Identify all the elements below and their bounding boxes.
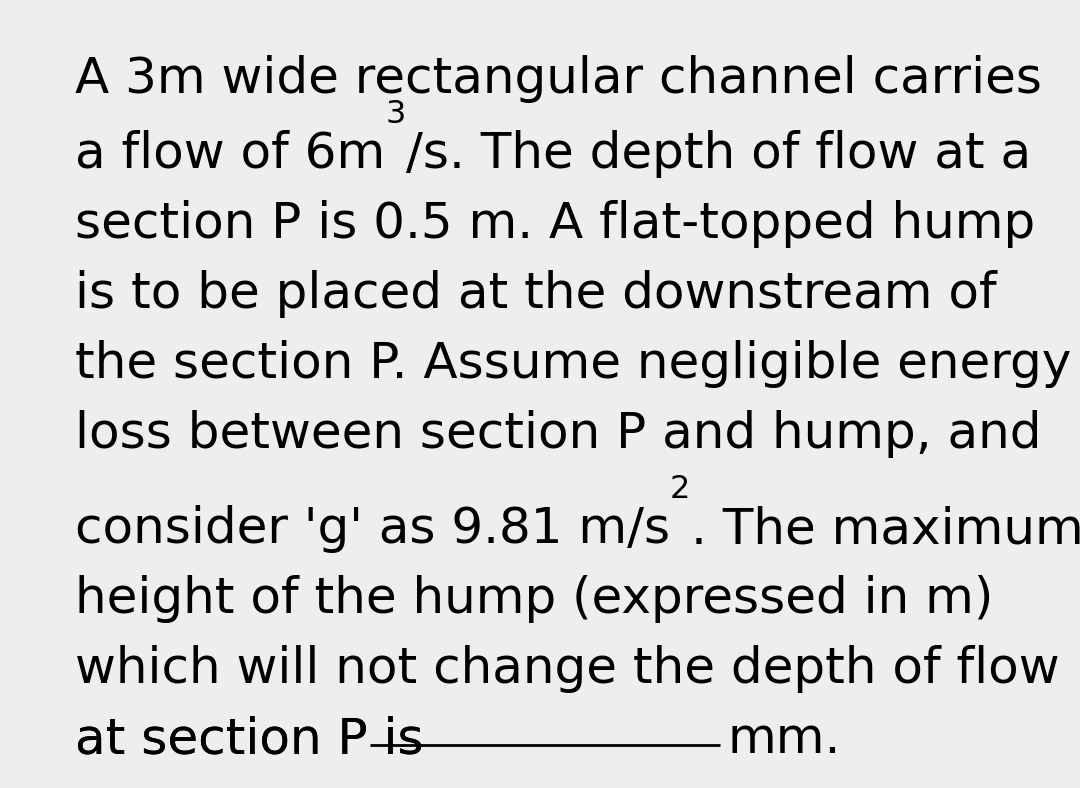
- Text: which will not change the depth of flow: which will not change the depth of flow: [75, 645, 1059, 693]
- Text: a flow of 6m: a flow of 6m: [75, 130, 386, 178]
- Text: . The maximum: . The maximum: [690, 505, 1080, 553]
- Text: 3: 3: [386, 99, 406, 130]
- Text: at section P is: at section P is: [75, 715, 440, 763]
- Text: loss between section P and hump, and: loss between section P and hump, and: [75, 410, 1041, 458]
- Text: the section P. Assume negligible energy: the section P. Assume negligible energy: [75, 340, 1071, 388]
- Text: /s. The depth of flow at a: /s. The depth of flow at a: [406, 130, 1030, 178]
- Text: at section P is: at section P is: [75, 715, 440, 763]
- Text: 2: 2: [670, 474, 690, 505]
- Text: height of the hump (expressed in m): height of the hump (expressed in m): [75, 575, 994, 623]
- Text: mm.: mm.: [728, 715, 841, 763]
- Text: A 3m wide rectangular channel carries: A 3m wide rectangular channel carries: [75, 55, 1042, 103]
- Text: consider 'g' as 9.81 m/s: consider 'g' as 9.81 m/s: [75, 505, 670, 553]
- Text: is to be placed at the downstream of: is to be placed at the downstream of: [75, 270, 997, 318]
- Text: section P is 0.5 m. A flat-topped hump: section P is 0.5 m. A flat-topped hump: [75, 200, 1036, 248]
